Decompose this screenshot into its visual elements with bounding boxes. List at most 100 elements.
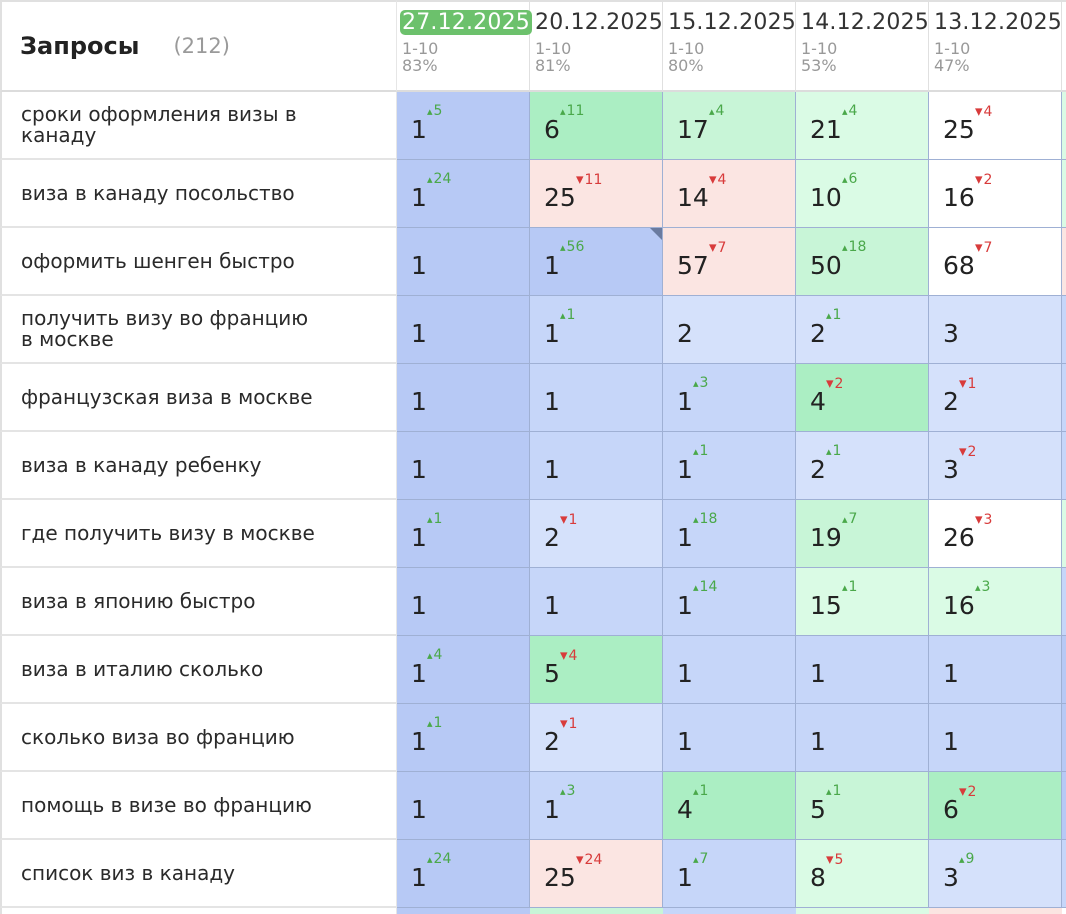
position-cell[interactable]: 6 ▴11 <box>530 92 663 160</box>
query-cell[interactable]: сроки оформления визы в канаду <box>0 92 397 160</box>
position-value: 1 <box>677 591 693 620</box>
query-text: виза в японию быстро <box>21 590 256 612</box>
position-change: ▴7 <box>693 852 708 867</box>
query-cell[interactable]: виза в италию сколько <box>0 636 397 704</box>
position-cell[interactable]: 8 ▾5 <box>796 840 929 908</box>
position-cell[interactable]: 1 <box>397 228 530 296</box>
position-cell[interactable]: 1 ▴5 <box>397 92 530 160</box>
date-column-header[interactable]: 27.12.2025 1-10 83% <box>397 0 532 92</box>
position-cell[interactable]: 5 ▾4 <box>530 636 663 704</box>
date-label-wrap: 13.12.2025 <box>934 10 1062 35</box>
position-change: ▴3 <box>975 580 990 595</box>
position-cell[interactable]: 1 <box>397 296 530 364</box>
position-cell[interactable]: 1 ▴24 <box>397 160 530 228</box>
position-cell[interactable]: 1 <box>530 568 663 636</box>
arrow-up-icon: ▴ <box>693 785 699 798</box>
position-cell[interactable]: 1 ▴14 <box>663 568 796 636</box>
position-cell[interactable]: 3 ▴9 <box>929 840 1062 908</box>
position-cell[interactable]: 1 ▴4 <box>397 636 530 704</box>
position-cell[interactable]: 1 ▴3 <box>663 364 796 432</box>
query-cell[interactable]: французская виза в москве <box>0 364 397 432</box>
position-cell[interactable]: 1 <box>796 636 929 704</box>
position-cell[interactable]: 21 ▴4 <box>796 92 929 160</box>
position-cell[interactable]: 1 ▴3 <box>530 772 663 840</box>
position-cell[interactable]: 2 ▾1 <box>530 704 663 772</box>
position-change-value: 1 <box>832 443 842 459</box>
query-line: список виз в канаду <box>21 860 235 885</box>
position-change-value: 4 <box>983 104 993 120</box>
position-cell[interactable]: 1 <box>929 636 1062 704</box>
position-cell[interactable]: 1 <box>796 704 929 772</box>
top-range-label: 1-10 <box>934 39 971 58</box>
position-cell[interactable]: 1 <box>663 704 796 772</box>
position-cell[interactable]: 1 <box>929 704 1062 772</box>
position-cell[interactable]: 1 <box>397 568 530 636</box>
arrow-up-icon: ▴ <box>560 785 566 798</box>
position-cell[interactable]: 26 ▾3 <box>929 500 1062 568</box>
position-cell[interactable]: 1 ▴1 <box>663 432 796 500</box>
position-cell[interactable]: 17 ▴4 <box>663 92 796 160</box>
position-change: ▴5 <box>427 104 442 119</box>
query-cell[interactable]: помощь в визе во францию <box>0 772 397 840</box>
date-column-header[interactable]: 13.12.2025 1-10 47% <box>929 0 1062 92</box>
query-cell[interactable]: оформить шенген быстро <box>0 228 397 296</box>
edge-partial <box>1062 908 1066 914</box>
position-cell[interactable]: 3 ▾2 <box>929 432 1062 500</box>
position-cell[interactable]: 68 ▾7 <box>929 228 1062 296</box>
position-cell[interactable]: 57 ▾7 <box>663 228 796 296</box>
position-cell[interactable]: 6 ▾2 <box>929 772 1062 840</box>
query-cell[interactable]: виза в канаду посольство <box>0 160 397 228</box>
position-cell[interactable]: 1 <box>397 772 530 840</box>
position-value: 1 <box>411 863 427 892</box>
position-cell[interactable]: 1 <box>397 432 530 500</box>
date-column-header[interactable]: 15.12.2025 1-10 80% <box>663 0 796 92</box>
position-value: 68 <box>943 251 975 280</box>
position-cell[interactable]: 25 ▾4 <box>929 92 1062 160</box>
position-cell[interactable]: 14 ▾4 <box>663 160 796 228</box>
position-cell[interactable]: 3 <box>929 296 1062 364</box>
position-cell[interactable]: 1 <box>397 364 530 432</box>
position-cell[interactable]: 50 ▴18 <box>796 228 929 296</box>
position-change: ▴1 <box>826 444 841 459</box>
position-cell[interactable]: 1 ▴1 <box>397 704 530 772</box>
position-cell[interactable]: 25 ▾24 <box>530 840 663 908</box>
position-cell[interactable]: 19 ▴7 <box>796 500 929 568</box>
position-cell[interactable]: 1 ▴24 <box>397 840 530 908</box>
position-cell[interactable]: 25 ▾11 <box>530 160 663 228</box>
position-cell[interactable]: 10 ▴6 <box>796 160 929 228</box>
position-cell[interactable]: 1 <box>663 636 796 704</box>
position-cell[interactable]: 2 ▾1 <box>530 500 663 568</box>
query-line: помощь в визе во францию <box>21 792 312 817</box>
position-cell[interactable]: 1 ▴56 <box>530 228 663 296</box>
query-cell[interactable]: получить визу во францию в москве <box>0 296 397 364</box>
query-cell[interactable]: сколько виза во францию <box>0 704 397 772</box>
date-column-header[interactable]: 14.12.2025 1-10 53% <box>796 0 929 92</box>
position-cell[interactable]: 4 ▴1 <box>663 772 796 840</box>
position-cell[interactable]: 16 ▾2 <box>929 160 1062 228</box>
position-value: 2 <box>544 523 560 552</box>
arrow-up-icon: ▴ <box>842 105 848 118</box>
position-cell[interactable]: 2 ▴1 <box>796 296 929 364</box>
position-cell[interactable]: 1 ▴1 <box>397 500 530 568</box>
queries-header[interactable]: Запросы (212) <box>0 0 397 92</box>
position-change-value: 1 <box>568 512 578 528</box>
position-cell[interactable]: 1 ▴1 <box>530 296 663 364</box>
position-cell[interactable]: 1 <box>530 364 663 432</box>
position-change: ▴1 <box>826 784 841 799</box>
date-column-header[interactable]: 20.12.2025 1-10 81% <box>530 0 663 92</box>
position-cell[interactable]: 2 ▴1 <box>796 432 929 500</box>
query-cell[interactable]: виза в канаду ребенку <box>0 432 397 500</box>
position-cell[interactable]: 1 ▴7 <box>663 840 796 908</box>
position-cell[interactable]: 5 ▴1 <box>796 772 929 840</box>
position-cell[interactable]: 1 ▴18 <box>663 500 796 568</box>
position-cell[interactable]: 2 <box>663 296 796 364</box>
position-cell[interactable]: 2 ▾1 <box>929 364 1062 432</box>
position-cell[interactable]: 16 ▴3 <box>929 568 1062 636</box>
position-cell[interactable]: 4 ▾2 <box>796 364 929 432</box>
query-cell[interactable]: список виз в канаду <box>0 840 397 908</box>
query-cell[interactable]: виза в японию быстро <box>0 568 397 636</box>
position-cell[interactable]: 1 <box>530 432 663 500</box>
header-edge <box>1062 0 1066 92</box>
query-cell[interactable]: где получить визу в москве <box>0 500 397 568</box>
position-cell[interactable]: 15 ▴1 <box>796 568 929 636</box>
